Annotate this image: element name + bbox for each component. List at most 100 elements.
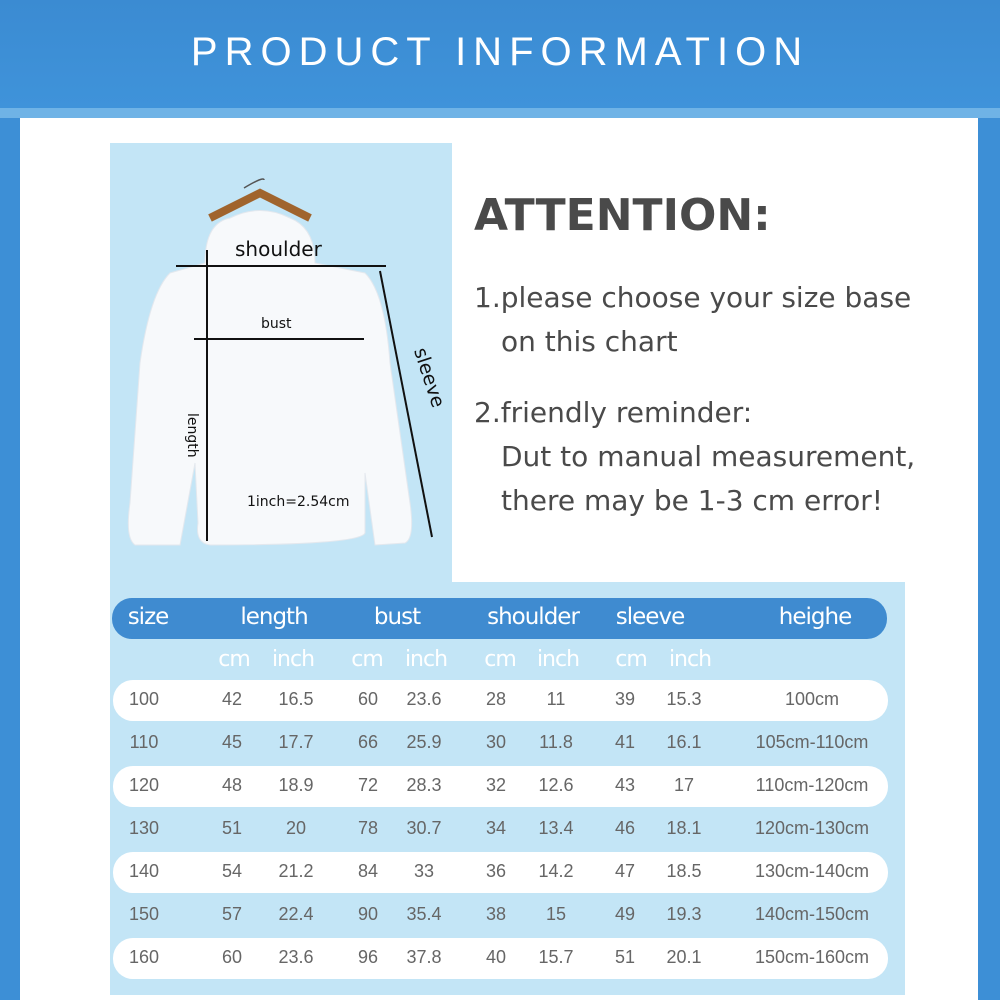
- row-highlight: [113, 938, 888, 979]
- table-cell: 120cm-130cm: [754, 818, 870, 838]
- table-cell: 15.3: [666, 689, 702, 709]
- table-cell: 105cm-110cm: [755, 732, 869, 752]
- unit-label: cm: [484, 647, 517, 672]
- row-highlight: [113, 680, 888, 721]
- table-cell: 110cm-120cm: [755, 775, 869, 795]
- unit-label: inch: [271, 647, 315, 672]
- note-2-line-3: there may be 1-3 cm error!: [501, 484, 883, 517]
- table-cell: 54: [221, 861, 243, 881]
- row-highlight: [113, 852, 888, 893]
- table-cell: 100cm: [784, 689, 840, 709]
- table-cell: 39: [614, 689, 636, 709]
- hoodie-illustration: [127, 178, 433, 546]
- column-header: bust: [373, 604, 421, 630]
- table-cell: 38: [485, 904, 507, 924]
- table-cell: 66: [357, 732, 379, 752]
- table-cell: 84: [357, 861, 379, 881]
- table-cell: 120: [128, 775, 160, 795]
- table-cell: 130: [128, 818, 160, 838]
- table-cell: 36: [485, 861, 507, 881]
- row-highlight: [113, 766, 888, 807]
- table-cell: 41: [614, 732, 636, 752]
- note-1-line-1: 1.please choose your size base: [474, 281, 912, 314]
- table-cell: 18.1: [666, 818, 702, 838]
- table-header-bar: [112, 598, 887, 639]
- table-cell: 19.3: [666, 904, 702, 924]
- table-cell: 46: [614, 818, 636, 838]
- table-cell: 100: [128, 689, 160, 709]
- table-cell: 140cm-150cm: [754, 904, 870, 924]
- table-cell: 32: [485, 775, 507, 795]
- table-cell: 42: [221, 689, 243, 709]
- column-header: heighe: [778, 604, 852, 630]
- table-cell: 60: [357, 689, 379, 709]
- table-cell: 15.7: [538, 947, 574, 967]
- table-cell: 90: [357, 904, 379, 924]
- table-cell: 51: [221, 818, 243, 838]
- table-cell: 72: [357, 775, 379, 795]
- table-cell: 30: [485, 732, 507, 752]
- table-cell: 18.5: [666, 861, 702, 881]
- table-cell: 20.1: [666, 947, 702, 967]
- unit-label: cm: [218, 647, 251, 672]
- table-cell: 150cm-160cm: [754, 947, 870, 967]
- table-cell: 21.2: [278, 861, 314, 881]
- table-cell: 25.9: [406, 732, 442, 752]
- table-cell: 47: [614, 861, 636, 881]
- table-cell: 40: [485, 947, 507, 967]
- unit-label: cm: [351, 647, 384, 672]
- table-cell: 150: [128, 904, 160, 924]
- table-cell: 12.6: [538, 775, 574, 795]
- column-header: shoulder: [487, 604, 580, 630]
- table-cell: 23.6: [278, 947, 314, 967]
- shoulder-label: shoulder: [235, 237, 322, 261]
- header-banner: PRODUCT INFORMATION: [0, 0, 1000, 108]
- table-cell: 17: [673, 775, 695, 795]
- note-2-line-1: 2.friendly reminder:: [474, 396, 753, 429]
- table-cell: 57: [221, 904, 243, 924]
- table-cell: 30.7: [406, 818, 442, 838]
- unit-label: inch: [536, 647, 580, 672]
- table-cell: 11: [546, 689, 566, 709]
- unit-label: inch: [404, 647, 448, 672]
- table-cell: 18.9: [278, 775, 314, 795]
- attention-title: ATTENTION:: [474, 190, 771, 241]
- table-cell: 28: [485, 689, 507, 709]
- table-cell: 35.4: [406, 904, 442, 924]
- table-cell: 28.3: [406, 775, 442, 795]
- note-2-line-2: Dut to manual measurement,: [501, 440, 916, 473]
- table-cell: 16.1: [666, 732, 702, 752]
- table-cell: 160: [128, 947, 160, 967]
- table-cell: 96: [357, 947, 379, 967]
- table-cell: 33: [413, 861, 435, 881]
- column-header: length: [240, 604, 308, 630]
- table-cell: 11.8: [539, 732, 573, 752]
- table-cell: 110: [129, 732, 159, 752]
- divider: [0, 108, 1000, 118]
- note-1-line-2: on this chart: [501, 325, 678, 358]
- table-cell: 45: [221, 732, 243, 752]
- table-cell: 43: [614, 775, 636, 795]
- unit-label: inch: [668, 647, 712, 672]
- table-cell: 49: [614, 904, 636, 924]
- table-cell: 15: [545, 904, 567, 924]
- hoodie-diagram: shoulder bust length sleeve 1inch=2.54cm: [110, 143, 452, 583]
- table-cell: 13.4: [538, 818, 574, 838]
- table-cell: 60: [221, 947, 243, 967]
- table-cell: 16.5: [278, 689, 314, 709]
- unit-label: cm: [615, 647, 648, 672]
- table-cell: 37.8: [406, 947, 442, 967]
- column-header: sleeve: [615, 604, 685, 630]
- length-label: length: [184, 413, 200, 458]
- table-cell: 51: [614, 947, 636, 967]
- table-cell: 14.2: [538, 861, 574, 881]
- table-cell: 48: [221, 775, 243, 795]
- bust-label: bust: [261, 316, 292, 332]
- table-cell: 17.7: [278, 732, 314, 752]
- table-cell: 78: [357, 818, 379, 838]
- table-cell: 130cm-140cm: [754, 861, 870, 881]
- table-cell: 140: [128, 861, 160, 881]
- table-cell: 22.4: [278, 904, 314, 924]
- page-title: PRODUCT INFORMATION: [190, 30, 810, 74]
- table-cell: 23.6: [406, 689, 442, 709]
